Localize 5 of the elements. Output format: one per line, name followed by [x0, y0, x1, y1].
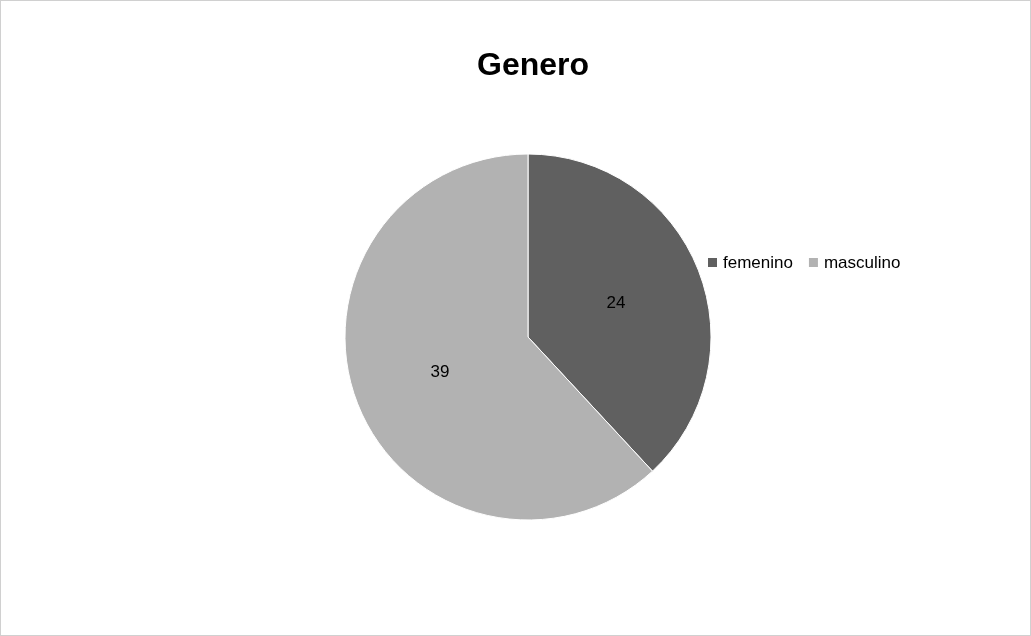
chart-title: Genero	[476, 46, 590, 82]
legend-label: femenino	[723, 253, 793, 272]
legend-label: masculino	[823, 253, 901, 272]
data-label: 24	[606, 292, 626, 312]
data-label: 39	[430, 362, 450, 382]
